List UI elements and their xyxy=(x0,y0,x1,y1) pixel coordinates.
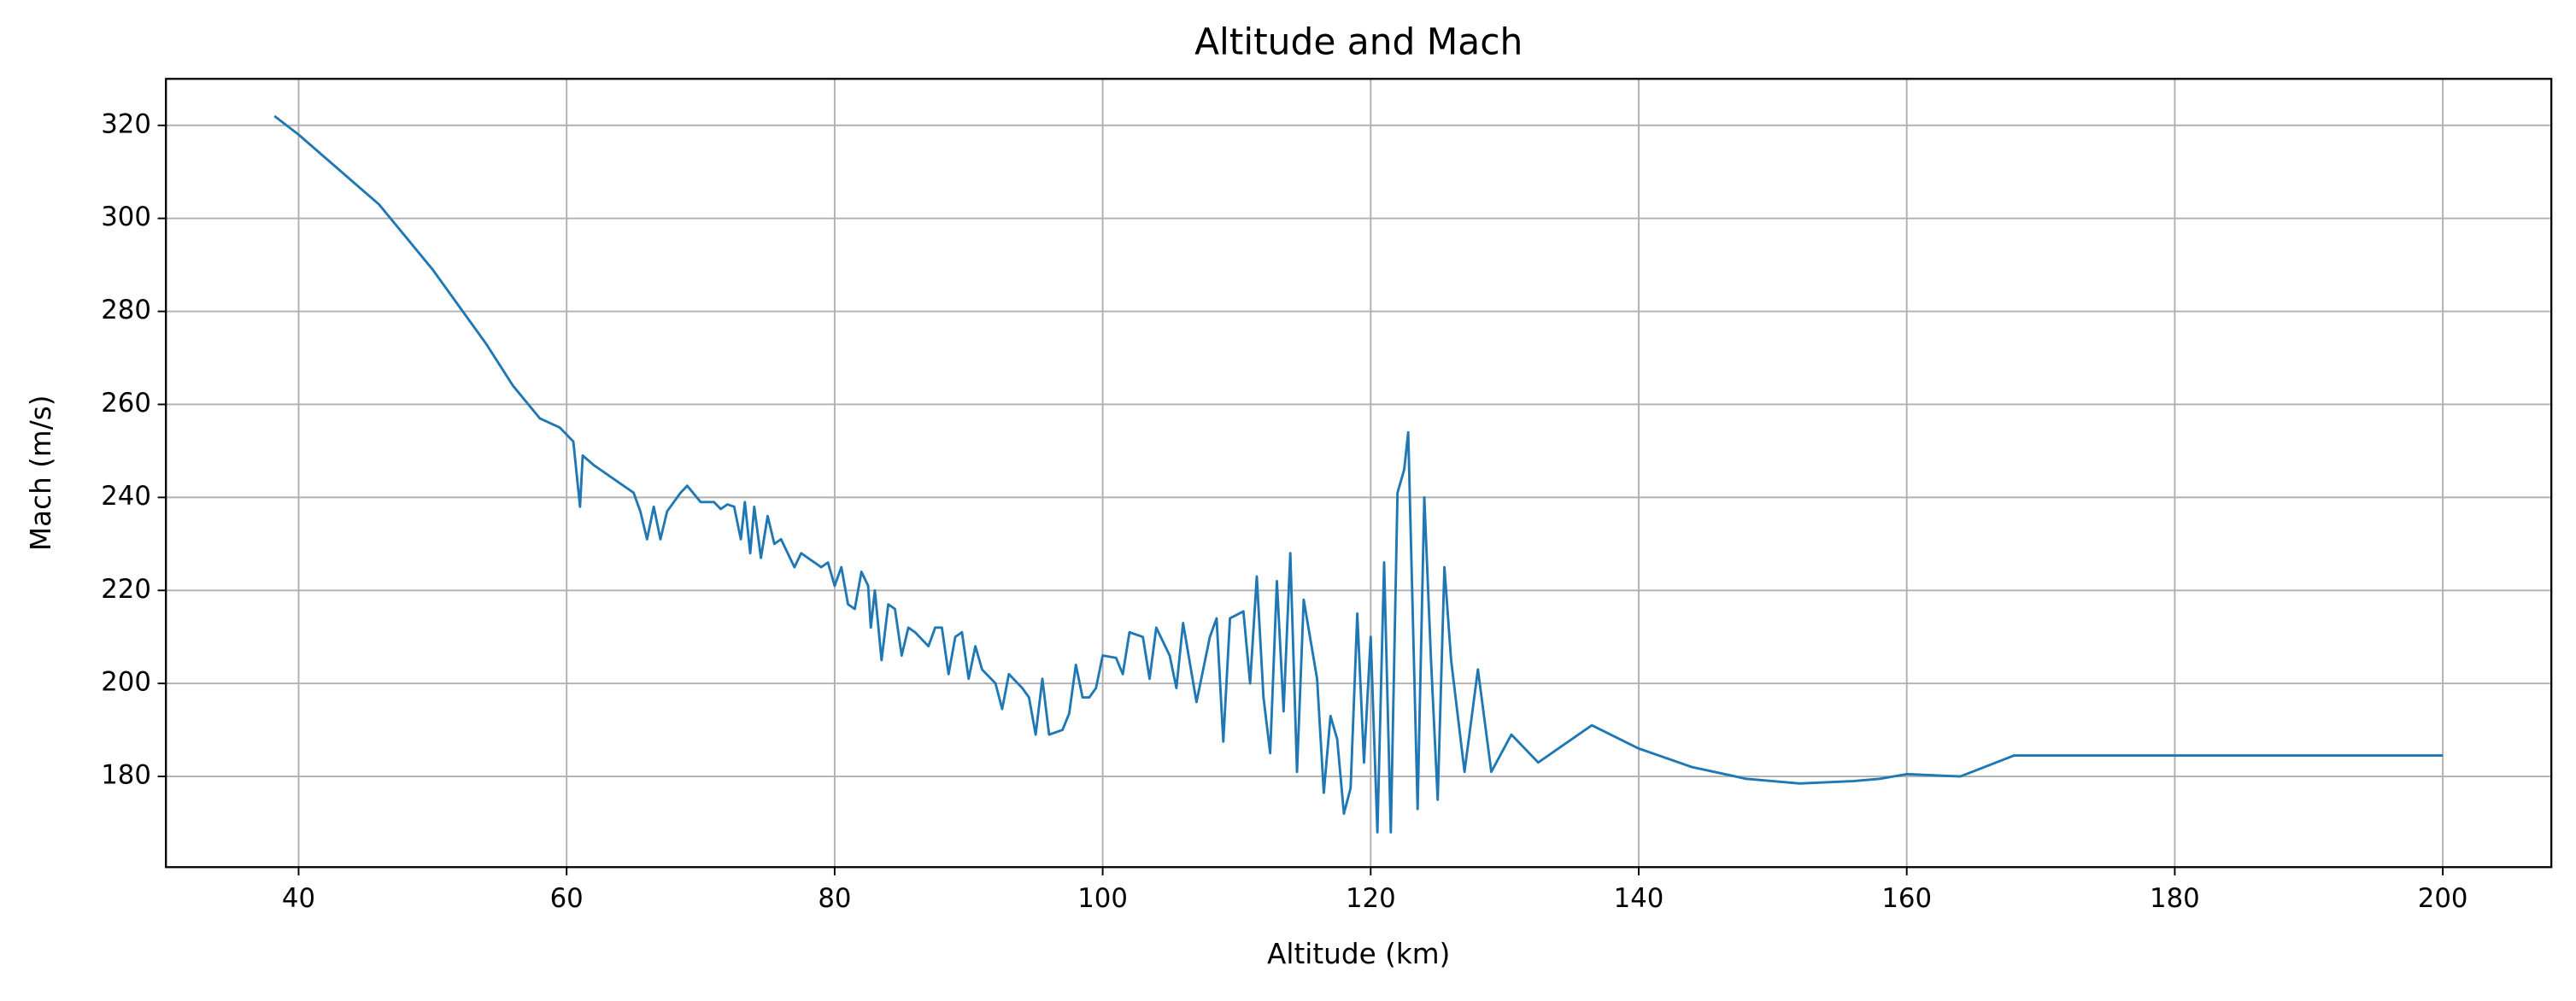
x-tick-label: 80 xyxy=(818,883,851,914)
y-axis-label: Mach (m/s) xyxy=(25,395,57,551)
y-tick-label: 300 xyxy=(101,202,151,232)
x-tick-label: 100 xyxy=(1077,883,1128,914)
x-tick-label: 160 xyxy=(1881,883,1932,914)
x-tick-label: 200 xyxy=(2418,883,2468,914)
y-tick-label: 260 xyxy=(101,388,151,419)
chart-title: Altitude and Mach xyxy=(1194,20,1523,62)
x-axis-label: Altitude (km) xyxy=(1267,938,1450,970)
x-tick-label: 120 xyxy=(1346,883,1396,914)
y-tick-label: 200 xyxy=(101,667,151,698)
plot-frame xyxy=(165,78,2553,869)
x-tick-label: 140 xyxy=(1614,883,1664,914)
y-tick-label: 180 xyxy=(101,760,151,791)
data-line xyxy=(273,114,2444,834)
x-tick-label: 180 xyxy=(2150,883,2200,914)
y-tick-label: 240 xyxy=(101,481,151,512)
x-tick-label: 40 xyxy=(282,883,315,914)
y-tick-label: 320 xyxy=(101,108,151,139)
y-tick-label: 280 xyxy=(101,295,151,325)
y-tick-label: 220 xyxy=(101,574,151,605)
x-tick-label: 60 xyxy=(550,883,584,914)
